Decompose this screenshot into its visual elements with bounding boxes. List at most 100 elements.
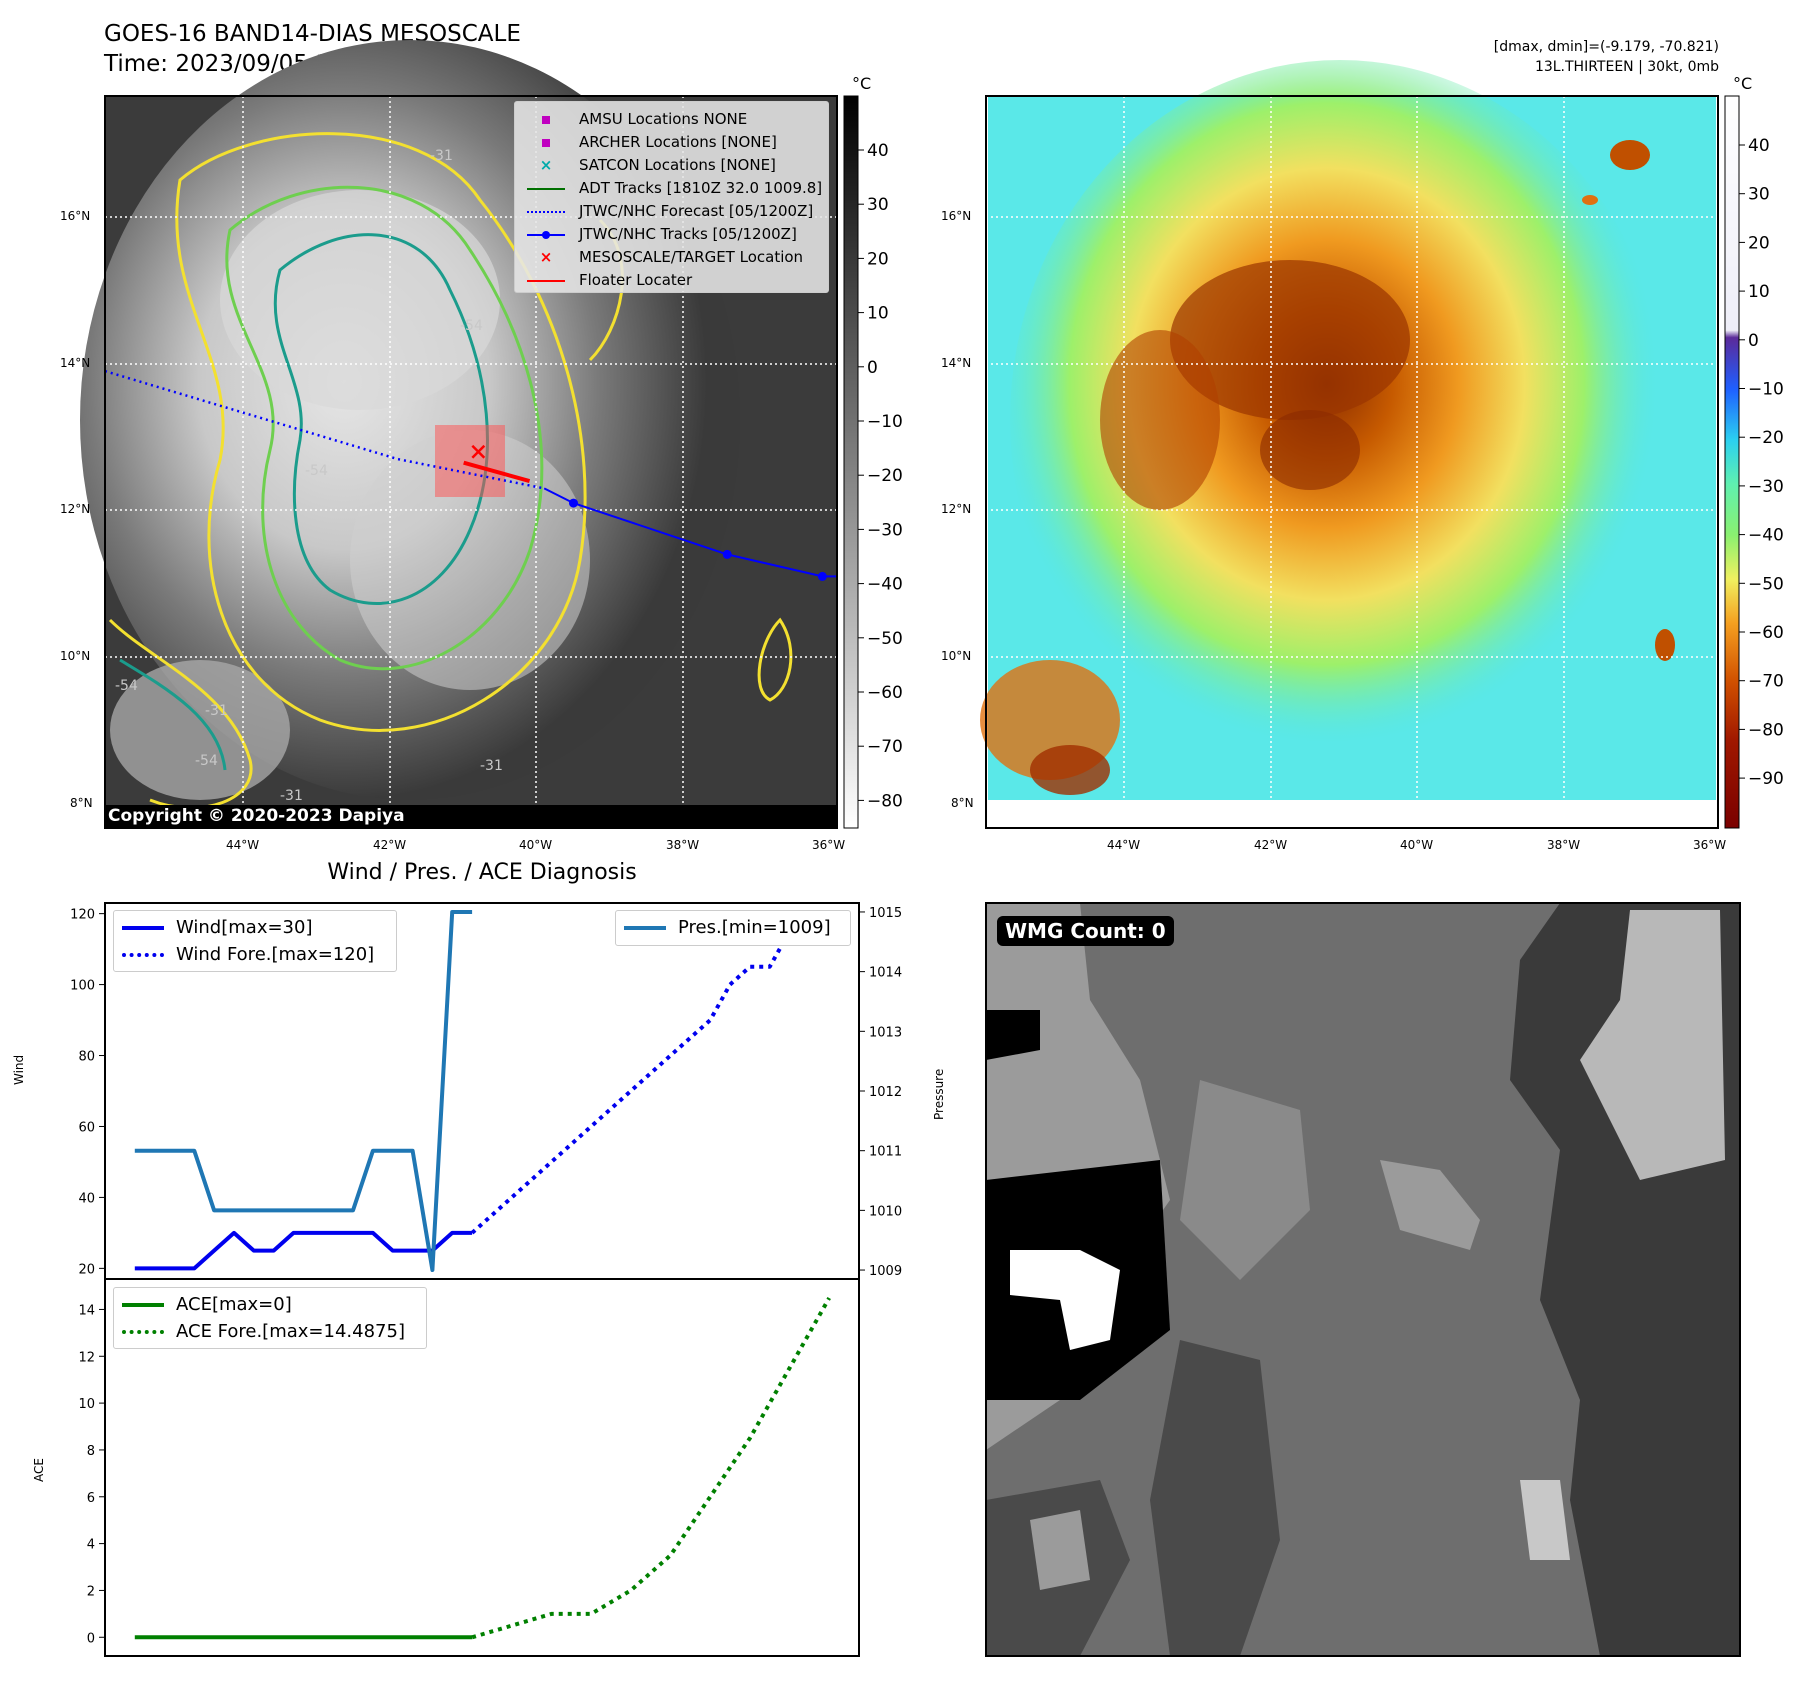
contour-label: -54 <box>305 463 328 479</box>
lat-tick-label: 16°N <box>941 209 972 223</box>
color-colorbar-tick-label: −90 <box>1748 769 1784 789</box>
ace-tick-label: 6 <box>87 1491 95 1506</box>
contour-label: -31 <box>280 788 303 804</box>
color-colorbar-tick-label: 10 <box>1748 282 1770 302</box>
track-point <box>817 571 827 581</box>
wind-fore-legend-label: Wind Fore.[max=120] <box>176 944 375 965</box>
dmax-dmin-label: [dmax, dmin]=(-9.179, -70.821) <box>1493 39 1719 55</box>
map-legend-label: ARCHER Locations [NONE] <box>579 133 777 151</box>
wind-legend-item: Wind[max=30] <box>122 917 313 938</box>
color-colorbar-tick-label: −50 <box>1748 574 1784 594</box>
lat-tick-label: 8°N <box>70 796 93 810</box>
diagnosis-chart-title: Wind / Pres. / ACE Diagnosis <box>327 860 637 885</box>
ace-fore-legend-label: ACE Fore.[max=14.4875] <box>176 1321 405 1342</box>
lat-tick-label: 16°N <box>60 209 91 223</box>
gray-colorbar-tick-label: 10 <box>867 304 889 324</box>
ace-tick-label: 2 <box>87 1584 95 1599</box>
color-colorbar-tick-label: −20 <box>1748 428 1784 448</box>
contour-label: -31 <box>480 758 503 774</box>
contour-label: -54 <box>195 753 218 769</box>
gray-colorbar-tick-label: −80 <box>867 791 903 811</box>
map-legend-label: JTWC/NHC Forecast [05/1200Z] <box>579 202 814 220</box>
ace-tick-label: 12 <box>78 1350 95 1365</box>
color-colorbar-tick-label: −80 <box>1748 720 1784 740</box>
pressure-tick-label: 1012 <box>869 1085 902 1100</box>
gray-colorbar-tick-label: −10 <box>867 412 903 432</box>
wind-legend-line <box>122 925 164 930</box>
map-legend-item: JTWC/NHC Forecast [05/1200Z] <box>515 201 813 221</box>
contour-label: -54 <box>115 678 138 694</box>
wind-fore-legend-line <box>122 952 164 957</box>
map-legend-item: ADT Tracks [1810Z 32.0 1009.8] <box>515 178 822 198</box>
pressure-tick-label: 1015 <box>869 906 902 921</box>
lon-tick-label: 44°W <box>1107 838 1141 852</box>
gray-colorbar-tick-label: 0 <box>867 358 878 378</box>
lat-tick-label: 14°N <box>60 356 91 370</box>
gray-colorbar-tick-label: 40 <box>867 141 889 161</box>
gray-colorbar-tick-label: −40 <box>867 575 903 595</box>
ir-map-gridlines <box>105 96 837 828</box>
map-legend-label: AMSU Locations NONE <box>579 110 748 128</box>
figure-title: GOES-16 BAND14-DIAS MESOSCALE <box>104 21 521 47</box>
lon-tick-label: 40°W <box>519 838 553 852</box>
map-legend-label: JTWC/NHC Tracks [05/1200Z] <box>579 225 797 243</box>
map-legend-item: ARCHER Locations [NONE] <box>515 132 777 152</box>
ace-tick-label: 10 <box>78 1397 95 1412</box>
color-colorbar-tick-label: 0 <box>1748 331 1759 351</box>
copyright-label: Copyright © 2020-2023 Dapiya <box>108 806 405 826</box>
map-legend-item: AMSU Locations NONE <box>515 109 747 129</box>
lat-tick-label: 10°N <box>60 649 91 663</box>
lon-tick-label: 42°W <box>373 838 407 852</box>
lon-tick-label: 38°W <box>666 838 700 852</box>
track-layer <box>104 369 837 581</box>
wind-tick-label: 60 <box>78 1120 95 1135</box>
map-legend-marker: × <box>539 156 553 174</box>
pressure-tick-label: 1011 <box>869 1145 902 1160</box>
pressure-tick-label: 1010 <box>869 1204 902 1219</box>
gray-colorbar-tick-label: 20 <box>867 249 889 269</box>
pressure-tick-label: 1009 <box>869 1264 902 1279</box>
color-ir-map-panel <box>980 60 1719 829</box>
ace-fore-legend-line <box>122 1329 164 1334</box>
map-legend-label: SATCON Locations [NONE] <box>579 156 776 174</box>
wind-fore-legend-item: Wind Fore.[max=120] <box>122 944 374 965</box>
map-legend-label: MESOSCALE/TARGET Location <box>579 248 804 266</box>
contour-label: -54 <box>460 318 483 334</box>
wind-legend: Wind[max=30] Wind Fore.[max=120] <box>113 910 397 972</box>
series-line-Pres.[min=1009] <box>134 910 473 1272</box>
gray-colorbar: 40 30 20 10 0 −10 −20 −30 −40 −50 −60 −70 −80 <box>843 95 903 829</box>
ace-fore-legend-item: ACE Fore.[max=14.4875] <box>122 1321 405 1342</box>
wmg-count-label: WMG Count: 0 <box>997 916 1174 946</box>
gray-colorbar-tick-label: −50 <box>867 629 903 649</box>
track-point <box>722 549 732 559</box>
pressure-legend-line <box>624 925 666 930</box>
storm-info-label: 13L.THIRTEEN | 30kt, 0mb <box>1534 59 1719 75</box>
map-legend-marker: × <box>539 248 553 266</box>
map-legend-marker <box>523 133 569 151</box>
color-colorbar-tick-label: −60 <box>1748 623 1784 643</box>
gray-colorbar-tick-label: −60 <box>867 683 903 703</box>
lon-tick-label: 36°W <box>1693 838 1727 852</box>
ace-legend-line <box>122 1302 164 1307</box>
ace-legend-label: ACE[max=0] <box>176 1294 292 1315</box>
track-point <box>568 498 578 508</box>
lat-tick-label: 12°N <box>60 502 91 516</box>
wind-tick-label: 80 <box>78 1050 95 1065</box>
pressure-tick-label: 1014 <box>869 966 902 981</box>
map-legend: AMSU Locations NONE ARCHER Locations [NON… <box>514 101 829 293</box>
color-colorbar-tick-label: 30 <box>1748 185 1770 205</box>
map-legend-marker <box>523 225 569 243</box>
ace-tick-label: 4 <box>87 1538 95 1553</box>
contour-label: -31 <box>205 703 228 719</box>
lat-tick-label: 12°N <box>941 502 972 516</box>
gray-colorbar-tick-label: 30 <box>867 195 889 215</box>
pressure-legend-item: Pres.[min=1009] <box>624 917 831 938</box>
color-colorbar-tick-label: −10 <box>1748 380 1784 400</box>
pressure-legend: Pres.[min=1009] <box>615 910 851 946</box>
ace-legend-item: ACE[max=0] <box>122 1294 292 1315</box>
wind-tick-label: 40 <box>78 1191 95 1206</box>
color-colorbar-tick-label: 40 <box>1748 136 1770 156</box>
pressure-tick-label: 1013 <box>869 1025 902 1040</box>
forecast-track <box>104 369 545 490</box>
